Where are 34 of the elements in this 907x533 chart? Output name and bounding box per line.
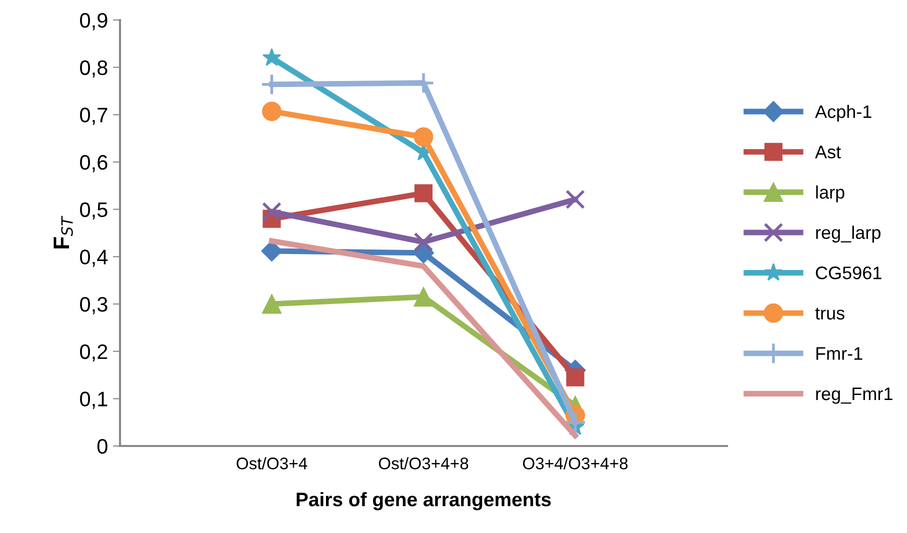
- point: [414, 184, 433, 202]
- y-tick-label: 0,4: [80, 250, 108, 267]
- point: [262, 202, 282, 222]
- y-axis-title: F$_{ST}$: [54, 216, 73, 248]
- x-axis-title: Pairs of gene arrangements: [296, 492, 551, 510]
- y-tick-label: 0,9: [80, 13, 108, 30]
- x-tick-label: O3+4/O3+4+8: [522, 457, 628, 470]
- legend-label: CG5961: [816, 266, 882, 280]
- legend-label: trus: [815, 308, 844, 320]
- legend-label: Ast: [815, 146, 841, 158]
- point: [566, 190, 585, 210]
- y-tick-label: 0,8: [80, 60, 108, 78]
- y-tick-label: 0,5: [80, 202, 108, 220]
- x-tick-label: Ost/O3+4+8: [378, 457, 468, 470]
- legend-label: reg_larp: [816, 226, 880, 243]
- y-tick-label: 0,6: [80, 155, 108, 172]
- legend-label: Fmr-1: [816, 347, 862, 360]
- point: [414, 232, 434, 252]
- point: [564, 411, 586, 434]
- legend-label: reg_Fmr1: [816, 388, 892, 404]
- point: [262, 294, 282, 314]
- legend-label: Acph-1: [815, 104, 872, 122]
- point: [262, 102, 282, 122]
- y-tick-label: 0,3: [80, 297, 108, 314]
- y-tick-label: 0,1: [80, 392, 108, 409]
- y-tick-label: 0,7: [80, 108, 108, 125]
- point: [414, 287, 434, 307]
- x-tick-label: Ost/O3+4: [236, 457, 308, 470]
- y-tick-label: 0,2: [80, 344, 108, 362]
- point: [566, 368, 584, 386]
- point: [414, 127, 434, 147]
- legend-label: larp: [816, 185, 844, 202]
- point: [262, 48, 282, 66]
- y-tick-label: 0: [97, 439, 108, 454]
